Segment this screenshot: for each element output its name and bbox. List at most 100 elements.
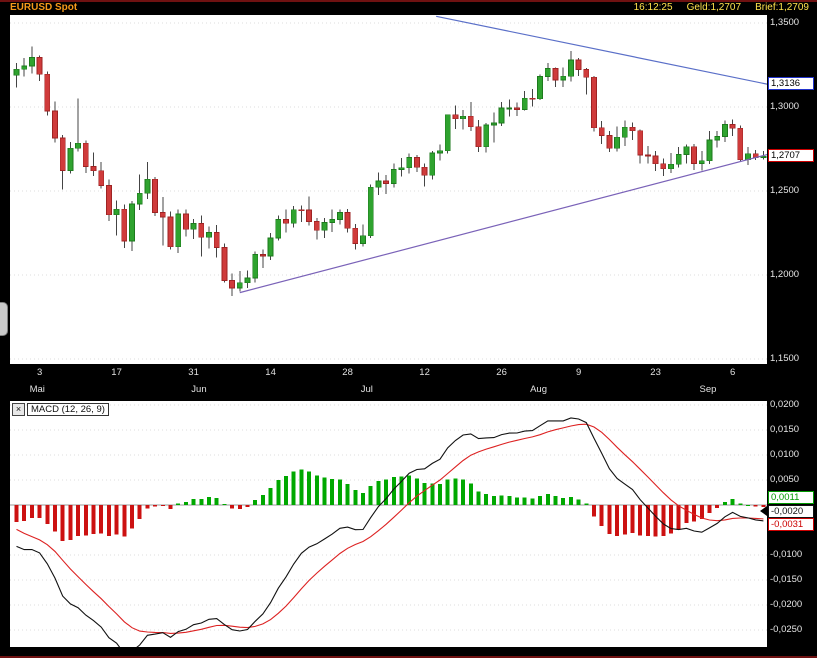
histogram-bar-up — [507, 495, 512, 505]
bid-value: Geld:1,2707 — [686, 2, 742, 13]
candle-up — [136, 192, 143, 205]
histogram-bar-up — [191, 498, 196, 505]
candle-up — [21, 65, 28, 70]
candle-down — [352, 227, 359, 244]
histogram-bar-up — [368, 485, 373, 505]
candle-down — [106, 185, 112, 216]
macd-axis-label: -0,0100 — [770, 549, 803, 560]
histogram-bar-down — [237, 505, 242, 509]
candle-up — [75, 142, 81, 149]
price-chart-canvas[interactable] — [10, 15, 767, 364]
histogram-bar-up — [222, 504, 227, 506]
candle-up — [29, 57, 35, 67]
candle-down — [383, 180, 389, 184]
trendline-ascending[interactable] — [239, 154, 767, 294]
candle-up — [267, 237, 274, 257]
candle-down — [652, 155, 659, 165]
time-axis: 3 17 31 14 28 12 26 9 23 6 Mai Jun Jul Aug Sep — [10, 364, 767, 401]
histogram-bar-down — [607, 505, 612, 535]
candle-down — [229, 280, 235, 289]
macd-header: × MACD (12, 26, 9) — [12, 403, 109, 416]
macd-line — [16, 417, 764, 647]
candle-up — [668, 163, 674, 170]
histogram-bar-up — [730, 499, 735, 505]
candle-up — [360, 235, 366, 244]
price-axis-label: 1,2000 — [770, 268, 800, 280]
histogram-bar-up — [568, 497, 573, 505]
date-tick-label: 3 — [36, 367, 43, 378]
histogram-bar-up — [337, 479, 342, 505]
date-tick-label: 9 — [575, 367, 582, 378]
candle-up — [460, 115, 466, 120]
candle-up — [683, 146, 690, 155]
month-label: Sep — [699, 384, 717, 395]
histogram-bar-up — [260, 495, 265, 505]
macd-chart-canvas[interactable] — [10, 401, 767, 647]
histogram-bar-up — [453, 478, 458, 505]
histogram-bar-down — [45, 505, 50, 525]
histogram-bar-up — [253, 499, 258, 505]
candle-down — [660, 163, 667, 170]
histogram-bar-up — [576, 499, 581, 505]
splitter-handle[interactable] — [0, 302, 8, 336]
candle-up — [144, 178, 151, 194]
macd-axis-label: 0,0150 — [770, 424, 800, 435]
candle-up — [506, 107, 513, 110]
instrument-title: EURUSD Spot — [10, 2, 78, 13]
candle-down — [591, 76, 597, 129]
candle-down — [737, 127, 744, 161]
candle-down — [729, 124, 736, 129]
candle-up — [483, 124, 490, 148]
macd-close-button[interactable]: × — [12, 403, 25, 416]
histogram-bar-up — [545, 494, 550, 505]
histogram-bar-down — [645, 505, 650, 536]
histogram-bar-down — [168, 505, 173, 509]
candle-up — [498, 107, 505, 124]
macd-axis: 0,0200 0,0150 0,0100 0,0050 -0,0100 -0,0150 -0… — [760, 399, 817, 647]
histogram-bar-up — [176, 503, 181, 505]
month-label: Mai — [29, 384, 45, 395]
date-tick-label: 31 — [188, 367, 199, 378]
histogram-bar-up — [476, 491, 481, 505]
candle-down — [421, 166, 428, 176]
candle-down — [98, 170, 105, 186]
candle-up — [275, 219, 282, 239]
histogram-value-box: 0,0011 — [768, 490, 814, 504]
candle-down — [167, 216, 174, 248]
histogram-bar-up — [484, 493, 489, 505]
histogram-bar-up — [299, 469, 304, 505]
histogram-bar-down — [29, 505, 34, 518]
histogram-bar-down — [692, 505, 697, 522]
candle-down — [121, 208, 128, 242]
histogram-bar-up — [407, 475, 412, 505]
histogram-bar-down — [615, 505, 620, 537]
price-axis-label: 1,3000 — [770, 101, 800, 113]
candle-down — [313, 221, 320, 231]
price-axis-label: 1,2500 — [770, 185, 800, 196]
histogram-bar-up — [214, 498, 219, 505]
histogram-bar-up — [307, 471, 312, 505]
histogram-bar-down — [145, 505, 150, 509]
macd-indicator-label[interactable]: MACD (12, 26, 9) — [27, 403, 109, 416]
histogram-bar-up — [361, 492, 365, 505]
price-axis: 1,3500 1,3000 1,2500 1,2000 1,1500 1,3136 1,27… — [767, 15, 817, 364]
candle-up — [244, 277, 251, 284]
candle-down — [283, 219, 289, 224]
histogram-bar-up — [553, 496, 558, 505]
candle-up — [406, 157, 413, 169]
candle-up — [544, 68, 551, 77]
histogram-bar-down — [99, 505, 104, 534]
trendline-descending[interactable] — [436, 15, 767, 85]
candle-down — [575, 59, 582, 70]
histogram-bar-down — [622, 505, 627, 535]
candle-down — [221, 247, 228, 281]
date-tick-label: 26 — [496, 367, 507, 378]
candle-up — [390, 169, 397, 184]
candle-down — [691, 146, 697, 164]
histogram-bar-down — [630, 505, 635, 533]
histogram-bar-down — [137, 505, 142, 519]
candle-up — [560, 75, 567, 81]
candle-up — [722, 124, 728, 137]
histogram-bar-down — [122, 505, 127, 537]
macd-axis-label: -0,0150 — [770, 574, 803, 585]
